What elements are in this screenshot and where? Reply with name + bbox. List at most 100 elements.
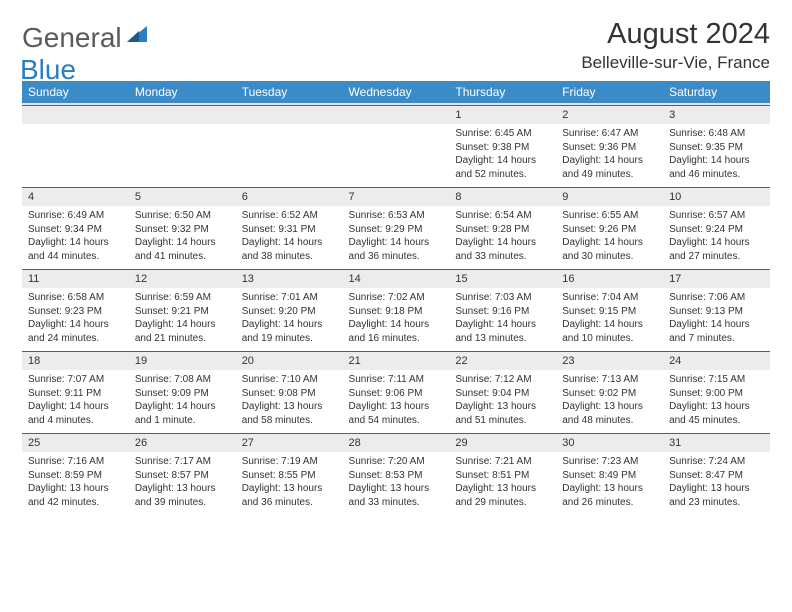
sunset-text: Sunset: 8:53 PM — [349, 469, 444, 483]
day-info: Sunrise: 7:10 AMSunset: 9:08 PMDaylight:… — [236, 370, 343, 433]
sunrise-text: Sunrise: 6:47 AM — [562, 127, 657, 141]
sunrise-text: Sunrise: 7:23 AM — [562, 455, 657, 469]
day-number: 10 — [663, 187, 770, 206]
day-info: Sunrise: 7:20 AMSunset: 8:53 PMDaylight:… — [343, 452, 450, 515]
day-number: 12 — [129, 269, 236, 288]
day-info: Sunrise: 7:17 AMSunset: 8:57 PMDaylight:… — [129, 452, 236, 515]
day-number: 13 — [236, 269, 343, 288]
day-number: 14 — [343, 269, 450, 288]
calendar-table: Sunday Monday Tuesday Wednesday Thursday… — [22, 81, 770, 515]
daylight-text: Daylight: 14 hours and 38 minutes. — [242, 236, 337, 263]
sunrise-text: Sunrise: 7:12 AM — [455, 373, 550, 387]
calendar-day-cell: 16Sunrise: 7:04 AMSunset: 9:15 PMDayligh… — [556, 269, 663, 351]
sunset-text: Sunset: 9:36 PM — [562, 141, 657, 155]
calendar-day-cell — [22, 104, 129, 187]
day-info: Sunrise: 7:19 AMSunset: 8:55 PMDaylight:… — [236, 452, 343, 515]
sunset-text: Sunset: 9:32 PM — [135, 223, 230, 237]
sunrise-text: Sunrise: 7:07 AM — [28, 373, 123, 387]
sunrise-text: Sunrise: 6:55 AM — [562, 209, 657, 223]
calendar-week-row: 1Sunrise: 6:45 AMSunset: 9:38 PMDaylight… — [22, 104, 770, 187]
calendar-body: 1Sunrise: 6:45 AMSunset: 9:38 PMDaylight… — [22, 104, 770, 515]
sunrise-text: Sunrise: 6:49 AM — [28, 209, 123, 223]
sunrise-text: Sunrise: 7:13 AM — [562, 373, 657, 387]
day-info: Sunrise: 7:16 AMSunset: 8:59 PMDaylight:… — [22, 452, 129, 515]
day-info: Sunrise: 7:03 AMSunset: 9:16 PMDaylight:… — [449, 288, 556, 351]
calendar-day-cell: 14Sunrise: 7:02 AMSunset: 9:18 PMDayligh… — [343, 269, 450, 351]
day-number-empty — [22, 105, 129, 124]
sunset-text: Sunset: 9:35 PM — [669, 141, 764, 155]
calendar-day-cell: 7Sunrise: 6:53 AMSunset: 9:29 PMDaylight… — [343, 187, 450, 269]
calendar-day-cell: 22Sunrise: 7:12 AMSunset: 9:04 PMDayligh… — [449, 351, 556, 433]
day-info: Sunrise: 6:57 AMSunset: 9:24 PMDaylight:… — [663, 206, 770, 269]
calendar-week-row: 4Sunrise: 6:49 AMSunset: 9:34 PMDaylight… — [22, 187, 770, 269]
header: General August 2024 Belleville-sur-Vie, … — [22, 18, 770, 73]
calendar-day-cell: 4Sunrise: 6:49 AMSunset: 9:34 PMDaylight… — [22, 187, 129, 269]
daylight-text: Daylight: 13 hours and 45 minutes. — [669, 400, 764, 427]
sunrise-text: Sunrise: 6:54 AM — [455, 209, 550, 223]
day-info: Sunrise: 7:12 AMSunset: 9:04 PMDaylight:… — [449, 370, 556, 433]
logo-triangle-icon — [127, 26, 147, 49]
day-number: 2 — [556, 105, 663, 124]
sunset-text: Sunset: 9:29 PM — [349, 223, 444, 237]
weekday-header: Thursday — [449, 81, 556, 104]
sunrise-text: Sunrise: 7:10 AM — [242, 373, 337, 387]
day-info: Sunrise: 7:07 AMSunset: 9:11 PMDaylight:… — [22, 370, 129, 433]
sunset-text: Sunset: 8:59 PM — [28, 469, 123, 483]
title-block: August 2024 Belleville-sur-Vie, France — [581, 18, 770, 73]
calendar-day-cell — [129, 104, 236, 187]
day-info: Sunrise: 6:59 AMSunset: 9:21 PMDaylight:… — [129, 288, 236, 351]
calendar-day-cell: 8Sunrise: 6:54 AMSunset: 9:28 PMDaylight… — [449, 187, 556, 269]
sunset-text: Sunset: 9:06 PM — [349, 387, 444, 401]
calendar-day-cell: 1Sunrise: 6:45 AMSunset: 9:38 PMDaylight… — [449, 104, 556, 187]
day-info: Sunrise: 6:52 AMSunset: 9:31 PMDaylight:… — [236, 206, 343, 269]
location-label: Belleville-sur-Vie, France — [581, 53, 770, 73]
day-info: Sunrise: 7:15 AMSunset: 9:00 PMDaylight:… — [663, 370, 770, 433]
sunrise-text: Sunrise: 7:19 AM — [242, 455, 337, 469]
day-info: Sunrise: 7:11 AMSunset: 9:06 PMDaylight:… — [343, 370, 450, 433]
calendar-day-cell: 20Sunrise: 7:10 AMSunset: 9:08 PMDayligh… — [236, 351, 343, 433]
day-number: 21 — [343, 351, 450, 370]
daylight-text: Daylight: 14 hours and 44 minutes. — [28, 236, 123, 263]
sunset-text: Sunset: 9:18 PM — [349, 305, 444, 319]
calendar-day-cell: 31Sunrise: 7:24 AMSunset: 8:47 PMDayligh… — [663, 433, 770, 515]
day-number: 18 — [22, 351, 129, 370]
daylight-text: Daylight: 13 hours and 58 minutes. — [242, 400, 337, 427]
day-number: 17 — [663, 269, 770, 288]
day-number: 6 — [236, 187, 343, 206]
day-number: 16 — [556, 269, 663, 288]
calendar-day-cell: 3Sunrise: 6:48 AMSunset: 9:35 PMDaylight… — [663, 104, 770, 187]
day-info: Sunrise: 7:02 AMSunset: 9:18 PMDaylight:… — [343, 288, 450, 351]
sunrise-text: Sunrise: 7:08 AM — [135, 373, 230, 387]
sunrise-text: Sunrise: 7:21 AM — [455, 455, 550, 469]
day-number: 28 — [343, 433, 450, 452]
calendar-day-cell: 23Sunrise: 7:13 AMSunset: 9:02 PMDayligh… — [556, 351, 663, 433]
sunrise-text: Sunrise: 7:11 AM — [349, 373, 444, 387]
day-number: 22 — [449, 351, 556, 370]
day-number: 30 — [556, 433, 663, 452]
day-info: Sunrise: 7:06 AMSunset: 9:13 PMDaylight:… — [663, 288, 770, 351]
sunset-text: Sunset: 9:11 PM — [28, 387, 123, 401]
daylight-text: Daylight: 13 hours and 36 minutes. — [242, 482, 337, 509]
calendar-day-cell: 19Sunrise: 7:08 AMSunset: 9:09 PMDayligh… — [129, 351, 236, 433]
sunset-text: Sunset: 9:21 PM — [135, 305, 230, 319]
daylight-text: Daylight: 14 hours and 33 minutes. — [455, 236, 550, 263]
sunset-text: Sunset: 9:00 PM — [669, 387, 764, 401]
day-number: 11 — [22, 269, 129, 288]
sunrise-text: Sunrise: 6:45 AM — [455, 127, 550, 141]
day-number: 9 — [556, 187, 663, 206]
day-info-empty — [343, 124, 450, 186]
daylight-text: Daylight: 14 hours and 41 minutes. — [135, 236, 230, 263]
sunset-text: Sunset: 9:34 PM — [28, 223, 123, 237]
sunrise-text: Sunrise: 7:01 AM — [242, 291, 337, 305]
daylight-text: Daylight: 13 hours and 26 minutes. — [562, 482, 657, 509]
logo: General — [22, 22, 149, 54]
day-info: Sunrise: 6:50 AMSunset: 9:32 PMDaylight:… — [129, 206, 236, 269]
sunset-text: Sunset: 9:26 PM — [562, 223, 657, 237]
day-info: Sunrise: 7:23 AMSunset: 8:49 PMDaylight:… — [556, 452, 663, 515]
sunset-text: Sunset: 9:31 PM — [242, 223, 337, 237]
sunset-text: Sunset: 9:23 PM — [28, 305, 123, 319]
sunrise-text: Sunrise: 7:20 AM — [349, 455, 444, 469]
day-info: Sunrise: 6:55 AMSunset: 9:26 PMDaylight:… — [556, 206, 663, 269]
sunset-text: Sunset: 9:16 PM — [455, 305, 550, 319]
sunrise-text: Sunrise: 6:52 AM — [242, 209, 337, 223]
